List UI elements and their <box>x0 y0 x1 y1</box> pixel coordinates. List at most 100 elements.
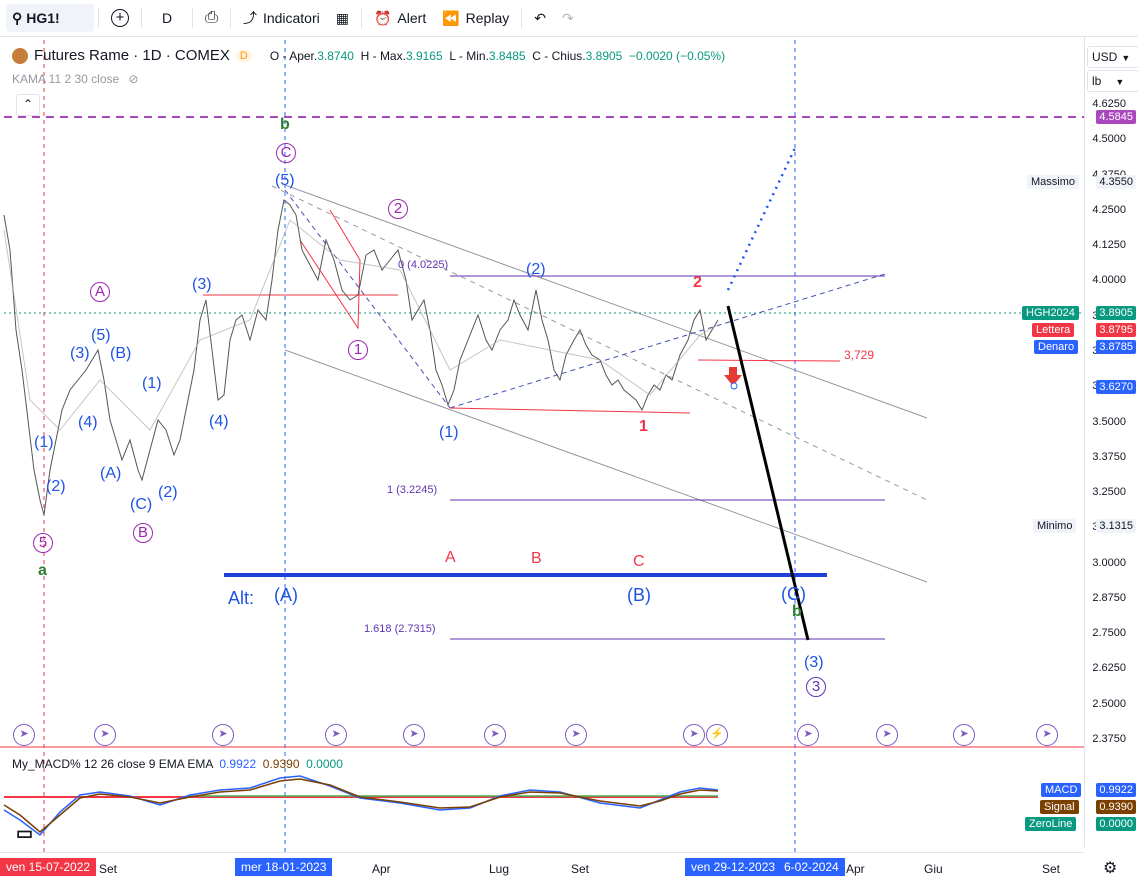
l-value: 3.8485 <box>488 48 526 63</box>
plus-circle-icon: + <box>111 9 129 27</box>
wave-label: a <box>38 562 47 579</box>
macd-line <box>3 775 719 837</box>
macd-value: 0.9922 <box>219 757 257 771</box>
chart-legend: Futures Rame · 1D · COMEX D O - Aper.3.8… <box>12 47 725 64</box>
event-marker-icon[interactable]: ➤ <box>565 724 587 746</box>
kama-legend[interactable]: KAMA 11 2 30 close ⊘ <box>12 72 139 86</box>
symbol-price-label: HGH2024 <box>1022 306 1079 320</box>
time-label: Apr <box>846 862 865 876</box>
rewind-icon: ⏪ <box>442 9 460 26</box>
wave-label: (C) <box>130 496 153 513</box>
alarm-clock-icon: ⏰ <box>373 9 392 26</box>
collapse-legend-button[interactable]: ⌃ <box>16 94 40 116</box>
kama-label: KAMA 11 2 30 close <box>12 72 120 86</box>
templates-button[interactable]: ▦ <box>328 0 357 36</box>
copper-logo-icon <box>12 47 28 64</box>
alert-button[interactable]: ⏰ Alert <box>366 0 434 36</box>
interval-button[interactable]: D <box>146 0 188 36</box>
kama-line <box>3 219 719 431</box>
c-value: 3.8905 <box>585 48 623 63</box>
wave-label: (3) <box>192 276 212 293</box>
fib-label: 1 (3.2245) <box>387 484 438 496</box>
replay-button[interactable]: ⏪ Replay <box>434 0 517 36</box>
time-axis[interactable]: ven 15-07-2022 Set mer 18-01-2023 Apr Lu… <box>0 852 1084 889</box>
bid-label: Denaro <box>1034 340 1079 354</box>
trend-line <box>284 189 451 409</box>
event-marker-icon[interactable]: ➤ <box>325 724 347 746</box>
replay-label: Replay <box>465 10 510 26</box>
price-tick-label: 4.6250 <box>1092 98 1126 110</box>
signal-badge: 0.9390 <box>1096 800 1136 814</box>
chevron-down-icon: ▼ <box>1121 53 1131 63</box>
event-marker-icon[interactable]: ➤ <box>484 724 506 746</box>
top-toolbar: ⚲ HG1! + D ⎙ ⤴ Indicatori ▦ ⏰ Alert ⏪ Re… <box>0 0 1138 37</box>
event-marker-icon[interactable]: ➤ <box>403 724 425 746</box>
projection-line <box>726 305 810 641</box>
wave-label: (4) <box>78 414 98 431</box>
event-marker-icon[interactable]: ➤ <box>94 724 116 746</box>
o-label: O <box>269 48 280 63</box>
event-marker-icon[interactable]: ➤ <box>797 724 819 746</box>
price-axis[interactable]: USD ▼ lb ▼ <box>1084 37 1138 847</box>
ask-badge: 3.8795 <box>1096 323 1136 337</box>
event-marker-icon[interactable]: ⚡ <box>706 724 728 746</box>
event-marker-icon[interactable]: ➤ <box>683 724 705 746</box>
divider <box>229 8 231 28</box>
wave-label: (2) <box>46 478 66 495</box>
indicators-button[interactable]: ⤴ Indicatori <box>235 0 328 36</box>
price-tick-label: 2.7500 <box>1092 627 1126 640</box>
support-line <box>449 407 691 414</box>
time-label: Giu <box>924 862 943 876</box>
symbol-price-badge: 3.8905 <box>1096 306 1136 320</box>
eye-off-icon[interactable]: ⊘ <box>128 72 139 86</box>
event-marker-icon[interactable]: ➤ <box>953 724 975 746</box>
price-tick-label: 2.6250 <box>1092 662 1126 675</box>
date-badge: ven 29-12-2023 <box>685 858 782 876</box>
redo-button[interactable]: ↷ <box>554 0 582 36</box>
grid-icon: ▦ <box>335 9 349 26</box>
symbol-search[interactable]: ⚲ HG1! <box>6 4 94 32</box>
date-badge: mer 18-01-2023 <box>235 858 333 876</box>
trend-line <box>449 273 886 409</box>
undo-button[interactable]: ↶ <box>526 0 554 36</box>
price-tick-label: 2.3750 <box>1092 733 1126 745</box>
wave-label: (3) <box>70 345 90 362</box>
event-marker-icon[interactable]: ➤ <box>13 724 35 746</box>
down-arrow-icon <box>724 367 742 386</box>
candles-icon: ⎙ <box>205 9 218 26</box>
wave-label: 3 <box>806 677 826 697</box>
wave-label: (1) <box>142 375 162 392</box>
chevron-down-icon: ▼ <box>1115 77 1125 87</box>
macd-badge: 0.9922 <box>1096 783 1136 797</box>
settings-gear-icon[interactable]: ⚙ <box>1103 860 1118 877</box>
wave-label: 1 <box>639 418 648 435</box>
price-tick-label: 3.5000 <box>1092 415 1126 428</box>
compare-button[interactable]: + <box>103 0 137 36</box>
currency-select[interactable]: USD ▼ <box>1087 46 1138 68</box>
event-marker-icon[interactable]: ➤ <box>212 724 234 746</box>
time-label: Apr <box>372 862 391 876</box>
unit-select[interactable]: lb ▼ <box>1087 70 1138 92</box>
wave-label: 5 <box>33 533 53 553</box>
price-tick-label: 4.2500 <box>1092 203 1126 216</box>
wave-label: 1 <box>348 340 368 360</box>
h-name: Max. <box>379 48 406 63</box>
chart-type-button[interactable]: ⎙ <box>197 0 226 36</box>
price-tick-label: 4.1250 <box>1092 239 1126 252</box>
interval-label: D <box>162 10 173 26</box>
target-price-badge: 4.5845 <box>1096 110 1136 124</box>
event-marker-icon[interactable]: ➤ <box>1036 724 1058 746</box>
price-chart[interactable] <box>0 37 1138 888</box>
level-label: 3,729 <box>844 348 875 362</box>
c-name: Chius. <box>551 48 586 63</box>
signal-value: 0.9390 <box>262 757 300 771</box>
wave-label: (B) <box>110 345 132 362</box>
wave-label: (4) <box>209 413 229 430</box>
wave-label: (C) <box>781 584 806 604</box>
zero-value: 0.0000 <box>306 757 343 771</box>
event-marker-icon[interactable]: ➤ <box>876 724 898 746</box>
wave-label: B <box>531 550 542 567</box>
legend-badge: D <box>235 49 252 62</box>
change-value: −0.0020 (−0.05%) <box>629 48 726 63</box>
indicators-label: Indicatori <box>262 10 320 26</box>
